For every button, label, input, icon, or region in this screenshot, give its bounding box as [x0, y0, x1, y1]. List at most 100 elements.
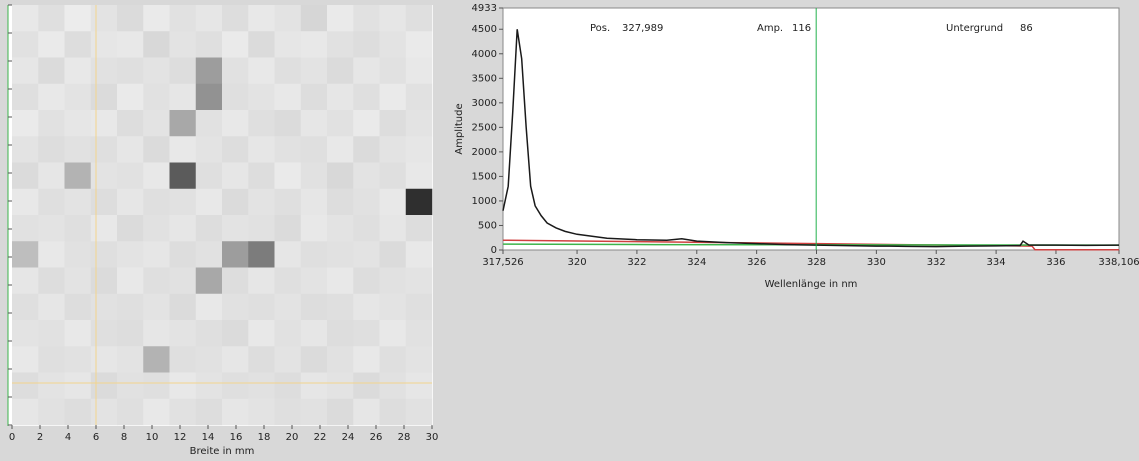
heatmap-cell	[12, 398, 39, 426]
heatmap-cell	[90, 5, 118, 32]
heatmap-cell	[222, 346, 249, 373]
heatmap-cell	[248, 136, 275, 163]
heatmap-cell	[38, 398, 65, 426]
heatmap-cell	[405, 293, 433, 321]
heatmap-cell	[327, 31, 354, 58]
heatmap-cell	[300, 293, 328, 321]
heatmap-cell	[90, 136, 118, 163]
heatmap-cell	[327, 293, 354, 321]
heatmap-cell	[327, 110, 354, 137]
heatmap-cell	[90, 398, 118, 426]
heatmap-cell	[222, 293, 249, 321]
y-tick-label: 1500	[472, 171, 497, 182]
heatmap-cell	[300, 110, 328, 137]
x-tick-label: 324	[687, 257, 706, 268]
heatmap-cell	[117, 83, 144, 111]
heatmap-cell	[195, 136, 223, 163]
heatmap-cell	[195, 188, 223, 216]
heatmap-cell	[353, 162, 380, 190]
series-line	[502, 29, 1120, 248]
heatmap-cell	[143, 346, 170, 373]
heatmap-cell	[222, 31, 249, 58]
x-tick-label: 330	[867, 257, 886, 268]
plot-area	[502, 7, 1120, 251]
heatmap-cell	[169, 136, 197, 163]
heatmap-cell	[405, 372, 433, 400]
heatmap-cell	[169, 31, 197, 58]
heatmap-cell	[353, 83, 380, 111]
heatmap-cell	[90, 372, 118, 400]
heatmap-cell	[12, 320, 39, 347]
heatmap-cell	[274, 372, 302, 400]
heatmap-cell	[38, 5, 65, 32]
heatmap-cell	[300, 162, 328, 190]
heatmap-cell	[300, 215, 328, 242]
heatmap-cell	[195, 31, 223, 58]
heatmap-cell	[379, 5, 407, 32]
heatmap-cell	[248, 398, 275, 426]
heatmap-cell	[248, 31, 275, 58]
heatmap-cell	[195, 110, 223, 137]
heatmap-cell	[274, 320, 302, 347]
heatmap-cell	[117, 372, 144, 400]
heatmap-cell	[405, 83, 433, 111]
heatmap-cell	[64, 346, 92, 373]
heatmap-cell	[143, 162, 170, 190]
heatmap-cell	[379, 267, 407, 295]
heatmap-cell	[38, 215, 65, 242]
heatmap-cell	[274, 215, 302, 242]
background-value: 86	[1020, 23, 1033, 34]
heatmap-cell	[248, 293, 275, 321]
heatmap-cell	[405, 320, 433, 347]
heatmap-cell	[327, 398, 354, 426]
heatmap-cell	[274, 346, 302, 373]
heatmap-cell	[169, 320, 197, 347]
x-tick-label: 0	[9, 432, 15, 443]
heatmap-cell	[379, 293, 407, 321]
x-tick-label: 326	[747, 257, 766, 268]
x-tick-label: 328	[807, 257, 826, 268]
x-tick-label: 26	[370, 432, 383, 443]
heatmap-cell	[12, 5, 39, 32]
heatmap-cell	[90, 83, 118, 111]
heatmap-cell	[405, 188, 433, 216]
heatmap-cell	[248, 83, 275, 111]
heatmap-cell	[405, 57, 433, 85]
heatmap-cell	[222, 162, 249, 190]
x-tick-label: 16	[230, 432, 243, 443]
heatmap-cell	[195, 215, 223, 242]
heatmap-cell	[353, 31, 380, 58]
x-tick-label: 317,526	[482, 257, 523, 268]
heatmap-cell	[64, 320, 92, 347]
heatmap-cell	[38, 31, 65, 58]
x-tick-label: 18	[258, 432, 271, 443]
heatmap-cell	[405, 162, 433, 190]
heatmap-cell	[117, 320, 144, 347]
y-tick-label: 2500	[472, 122, 497, 133]
heatmap-cell	[274, 110, 302, 137]
heatmap-cell	[379, 57, 407, 85]
heatmap-cell	[12, 162, 39, 190]
heatmap-cell	[274, 136, 302, 163]
heatmap-cell	[300, 83, 328, 111]
heatmap-cell	[117, 293, 144, 321]
heatmap-cell	[405, 267, 433, 295]
x-tick-label: 12	[174, 432, 187, 443]
heatmap-cell	[12, 57, 39, 85]
heatmap-cell	[379, 31, 407, 58]
heatmap-cell	[353, 372, 380, 400]
heatmap-cell	[12, 83, 39, 111]
background-label: Untergrund	[946, 23, 1003, 34]
heatmap-cell	[379, 110, 407, 137]
heatmap-cell	[169, 267, 197, 295]
heatmap-cell	[274, 162, 302, 190]
heatmap-cell	[300, 136, 328, 163]
heatmap-cell	[300, 241, 328, 268]
heatmap-cell	[38, 136, 65, 163]
heatmap-cell	[379, 136, 407, 163]
heatmap-cell	[117, 110, 144, 137]
heatmap-cell	[169, 398, 197, 426]
heatmap-cell	[248, 215, 275, 242]
heatmap-cell	[38, 372, 65, 400]
